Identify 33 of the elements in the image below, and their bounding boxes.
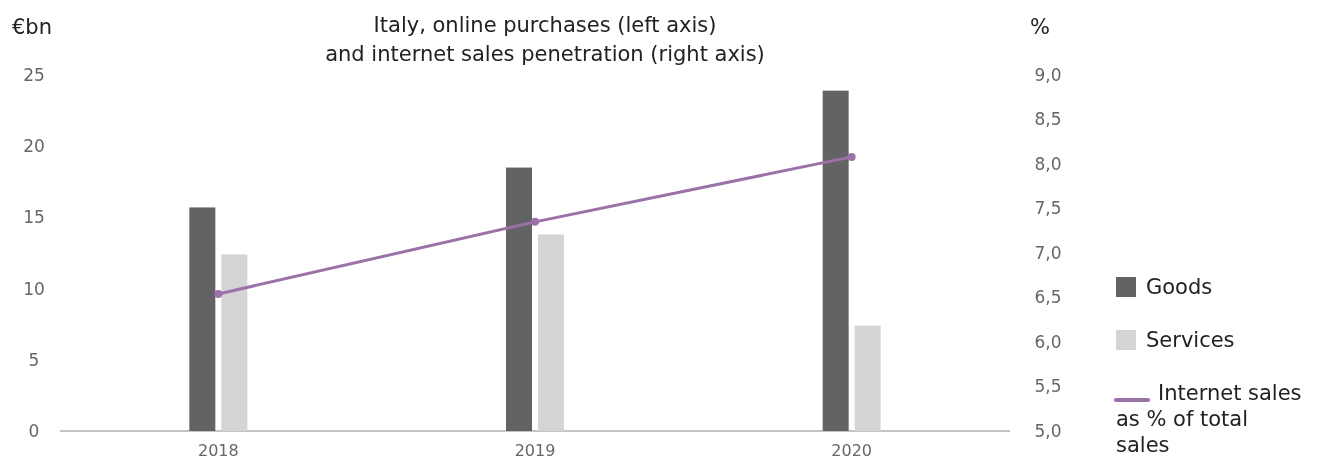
- y2-tick-label: 7,0: [1034, 242, 1062, 263]
- y2-tick-label: 6,5: [1034, 287, 1062, 308]
- bar: [538, 234, 564, 431]
- legend-label: Services: [1146, 328, 1235, 353]
- legend-label: Internet sales as % of total sales: [1116, 381, 1302, 458]
- bar: [822, 90, 849, 431]
- bar: [189, 207, 216, 431]
- y2-tick-label: 5,0: [1034, 420, 1062, 441]
- y2-tick-label: 8,0: [1034, 153, 1062, 174]
- point: [847, 152, 856, 161]
- point: [531, 217, 539, 226]
- x-tick-label: 2019: [514, 441, 556, 460]
- y-tick-label: 10: [23, 278, 45, 299]
- bar: [506, 167, 532, 431]
- y2-tick-label: 7,5: [1034, 198, 1062, 219]
- legend-label: Goods: [1146, 275, 1213, 300]
- bar: [221, 254, 248, 431]
- y2-axis-title: %: [1030, 15, 1050, 39]
- point: [214, 289, 223, 298]
- y-tick-label: 20: [23, 136, 45, 157]
- y2-tick-label: 9,0: [1034, 64, 1062, 85]
- x-tick-label: 2020: [831, 441, 873, 460]
- chart-title: Italy, online purchases (left axis) and internet sales penetration (right axis): [325, 13, 765, 66]
- y-tick-label: 15: [23, 207, 45, 228]
- y-tick-label: 0: [28, 420, 40, 441]
- y2-tick-label: 5,5: [1034, 376, 1062, 397]
- bar: [854, 325, 881, 431]
- y2-tick-label: 6,0: [1034, 331, 1062, 352]
- y-tick-label: 5: [28, 349, 40, 370]
- y-axis-title: €bn: [12, 15, 53, 39]
- x-tick-label: 2018: [197, 441, 239, 460]
- y-tick-label: 25: [23, 64, 45, 85]
- y2-tick-label: 8,5: [1034, 109, 1062, 130]
